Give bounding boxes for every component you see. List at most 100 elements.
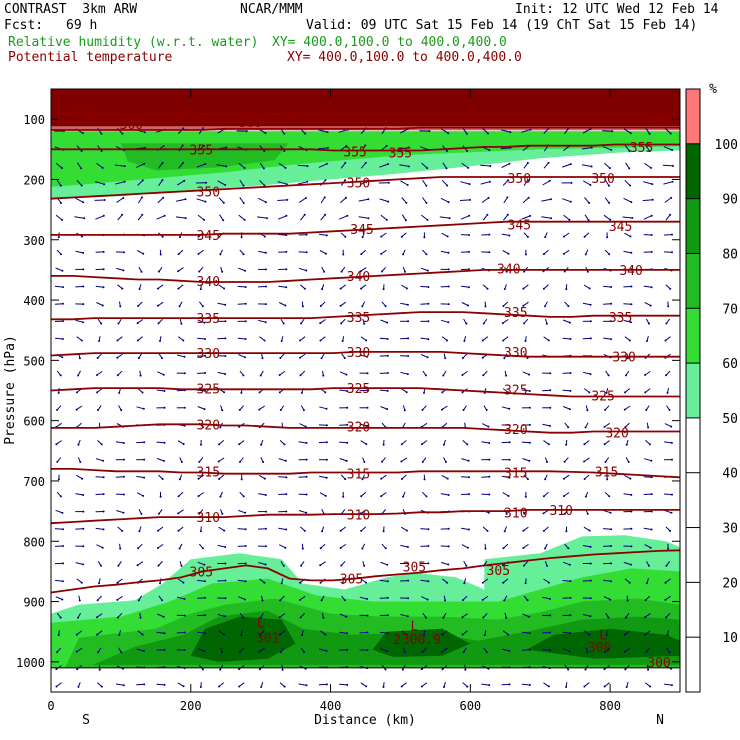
wind-vector-head: [178, 305, 181, 308]
theta-label: 340: [197, 275, 220, 290]
wind-vector: [238, 354, 246, 358]
wind-vector-head: [649, 685, 652, 688]
wind-vector: [318, 163, 328, 168]
wind-vector: [218, 630, 225, 635]
wind-vector-head: [405, 201, 408, 204]
wind-vector-head: [159, 253, 162, 256]
wind-vector-head: [665, 616, 667, 619]
wind-vector-head: [321, 288, 324, 291]
wind-vector: [400, 614, 408, 617]
theta-label: 305: [190, 565, 213, 580]
wind-vector-head: [529, 214, 532, 217]
wind-vector-head: [141, 633, 144, 636]
colorbar-tick-label: 90: [722, 193, 738, 208]
wind-vector: [259, 336, 265, 341]
wind-vector-head: [666, 391, 669, 394]
wind-vector-head: [140, 512, 143, 515]
wind-vector-head: [549, 424, 551, 427]
wind-vector: [319, 319, 326, 324]
wind-vector-head: [159, 340, 161, 342]
wind-vector-head: [403, 651, 406, 654]
wind-vector-head: [509, 701, 511, 703]
wind-vector: [278, 458, 286, 462]
wind-vector-head: [143, 683, 146, 686]
wind-vector: [604, 682, 610, 687]
wind-vector-head: [82, 545, 85, 548]
theta-contour-335: [51, 311, 680, 321]
wind-vector: [581, 147, 592, 150]
theta-label: 350: [591, 172, 614, 187]
wind-vector-head: [299, 374, 302, 377]
wind-vector-head: [508, 234, 511, 237]
wind-vector-head: [265, 527, 267, 530]
wind-vector-head: [610, 545, 613, 547]
wind-vector-head: [82, 494, 85, 496]
wind-vector-head: [650, 476, 653, 479]
wind-vector-head: [279, 651, 282, 654]
wind-vector: [340, 162, 346, 169]
wind-vector-head: [163, 702, 165, 704]
wind-vector: [319, 406, 327, 410]
wind-vector: [178, 284, 184, 289]
wind-vector-head: [542, 495, 545, 498]
wind-vector-head: [547, 581, 550, 584]
wind-vector-head: [244, 302, 247, 305]
wind-vector-head: [62, 286, 64, 289]
wind-vector-head: [441, 668, 444, 671]
theta-contour-layer: [51, 113, 680, 594]
colorbar-unit: %: [709, 82, 717, 97]
wind-vector-head: [79, 703, 81, 705]
wind-vector-head: [441, 408, 443, 411]
wind-vector-head: [142, 494, 145, 497]
wind-vector: [156, 631, 165, 634]
wind-vector: [238, 596, 246, 600]
wind-vector-head: [219, 668, 222, 671]
wind-vector-head: [159, 495, 162, 498]
wind-vector-head: [123, 701, 125, 703]
wind-vector-head: [607, 616, 610, 619]
wind-vector-head: [608, 495, 611, 498]
wind-vector-head: [385, 144, 388, 147]
wind-vector-head: [523, 322, 525, 325]
wind-vector-head: [406, 303, 409, 306]
wind-vector-head: [544, 478, 547, 481]
wind-vector: [604, 197, 610, 204]
wind-vector-head: [522, 547, 525, 549]
wind-vector-head: [284, 304, 287, 307]
wind-vector-head: [102, 702, 104, 704]
wind-vector-head: [143, 701, 145, 703]
wind-vector-head: [346, 390, 349, 392]
wind-vector-head: [278, 391, 281, 394]
wind-vector: [523, 284, 529, 289]
wind-vector-head: [138, 530, 141, 533]
wind-vector: [602, 146, 612, 151]
wind-vector: [298, 267, 307, 271]
wind-vector-head: [402, 495, 405, 498]
wind-vector-head: [405, 391, 408, 394]
colorbar-tick-label: 10: [722, 631, 738, 646]
wind-vector-head: [606, 478, 609, 481]
wind-vector: [237, 285, 246, 288]
wind-vector-head: [260, 686, 263, 688]
wind-vector: [54, 528, 64, 530]
wind-vector: [644, 370, 651, 376]
wind-vector: [642, 199, 653, 202]
wind-vector: [177, 682, 184, 687]
wind-vector-head: [447, 251, 450, 254]
wind-vector-head: [326, 131, 329, 134]
wind-vector: [543, 491, 549, 497]
wind-vector: [261, 700, 263, 705]
wind-vector: [420, 214, 428, 221]
wind-vector-head: [325, 424, 328, 427]
wind-vector: [218, 526, 225, 532]
wind-vector-head: [665, 374, 667, 377]
wind-vector: [258, 250, 266, 254]
x-tick-label: 0: [47, 699, 54, 713]
wind-vector: [482, 578, 489, 584]
wind-vector: [603, 596, 611, 601]
wind-vector-head: [467, 286, 470, 289]
wind-vector-head: [407, 337, 410, 340]
wind-vector: [603, 214, 611, 221]
wind-vector: [94, 181, 105, 185]
wind-vector-head: [258, 650, 261, 653]
